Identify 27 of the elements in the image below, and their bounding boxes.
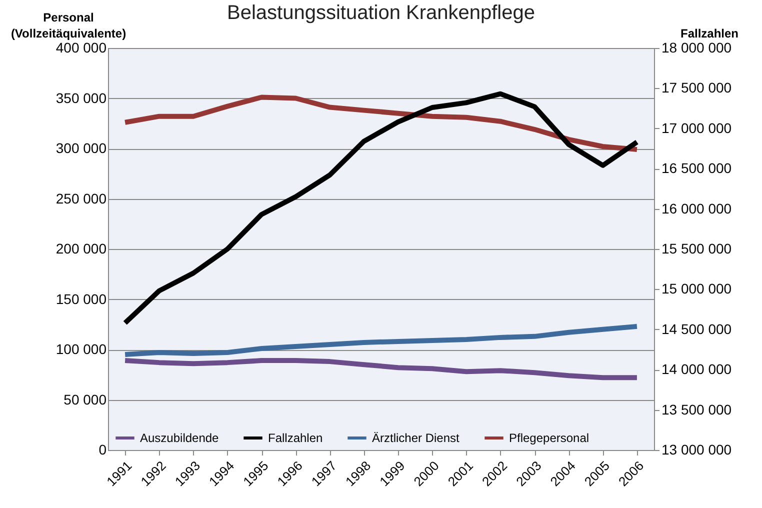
y-tick-label: 250 000 <box>56 190 107 206</box>
y2-tick-label: 15 500 000 <box>662 240 732 256</box>
legend-label: Ärztlicher Dienst <box>372 431 460 445</box>
y2-tick-label: 16 500 000 <box>662 160 732 176</box>
y2-tick-label: 15 000 000 <box>662 280 732 297</box>
y-tick-label: 200 000 <box>56 240 107 256</box>
y2-tick-label: 17 500 000 <box>662 80 732 96</box>
y2-tick-label: 13 000 000 <box>662 442 732 458</box>
y2-tick-label: 14 500 000 <box>662 320 732 337</box>
y2-tick-label: 13 500 000 <box>662 401 732 418</box>
y-axis-title: Personal (Vollzeitäquivalente) <box>10 10 126 40</box>
y-tick-label: 0 <box>98 442 107 458</box>
y-tick-label: 50 000 <box>64 391 107 408</box>
y-tick-label: 150 000 <box>56 290 107 307</box>
y2-tick-label: 14 000 000 <box>662 361 732 378</box>
legend-label: Auszubildende <box>140 431 220 445</box>
y-tick-label: 350 000 <box>56 90 107 106</box>
chart-title: Belastungssituation Krankenpflege <box>227 2 535 24</box>
legend-label: Pflegepersonal <box>509 431 590 445</box>
legend-label: Fallzahlen <box>268 431 323 445</box>
y2-tick-label: 17 000 000 <box>662 120 732 136</box>
y2-axis-title: Fallzahlen <box>680 26 739 40</box>
y-tick-label: 400 000 <box>56 40 107 56</box>
y-tick-label: 300 000 <box>56 140 107 156</box>
y2-tick-label: 16 000 000 <box>662 200 732 216</box>
y-tick-label: 100 000 <box>56 341 107 357</box>
y2-tick-label: 18 000 000 <box>662 40 732 56</box>
